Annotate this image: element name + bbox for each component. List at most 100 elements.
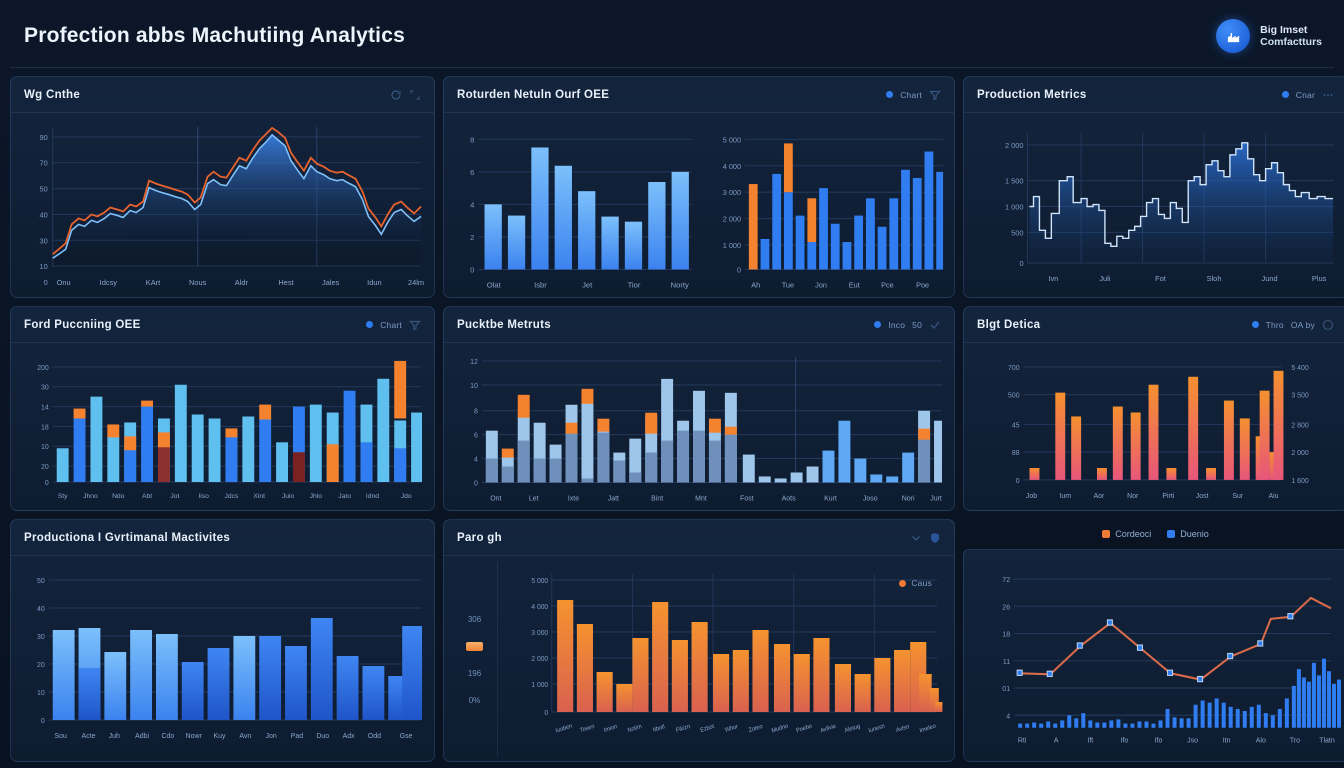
panel-purchase-metrics-title: Pucktbe Metruts bbox=[457, 318, 551, 331]
refresh-icon[interactable] bbox=[390, 89, 402, 101]
svg-text:Aiu: Aiu bbox=[1269, 493, 1279, 500]
panel-production-metrics-legend-label: Cnar bbox=[1295, 89, 1315, 100]
pareto-x-labels: Iuoben Tosen Imion Notim Itbotl Fikizn E… bbox=[555, 723, 937, 735]
svg-text:Jdcs: Jdcs bbox=[224, 493, 239, 500]
svg-text:Mudno: Mudno bbox=[771, 723, 790, 735]
svg-text:Tue: Tue bbox=[782, 281, 794, 290]
svg-text:14: 14 bbox=[41, 405, 49, 412]
svg-text:30: 30 bbox=[37, 634, 45, 641]
svg-text:Imion: Imion bbox=[603, 724, 618, 734]
panel-big-defects-body: 700 500 45 88 0 5 400 3 500 2 800 2 000 1 600 … bbox=[964, 343, 1344, 510]
svg-text:Ifo: Ifo bbox=[1121, 736, 1129, 744]
combo-legend-item-0[interactable]: Cordeoci bbox=[1102, 529, 1151, 539]
trend-chart[interactable]: 90 70 50 40 30 10 0 Onu Idcsy KArt Nous Aldr Hes… bbox=[19, 119, 426, 293]
pareto-legend-2: 0% bbox=[468, 695, 481, 705]
svg-text:Jdo: Jdo bbox=[401, 493, 412, 500]
panel-pareto-header: Paro gh bbox=[444, 520, 954, 556]
svg-text:Jund: Jund bbox=[1262, 274, 1278, 283]
combo-chart[interactable]: 72 26 18 11 01 4 Rti A Ift Ifo Ifo Jso Itn Alo Tro… bbox=[970, 556, 1341, 755]
svg-text:Jhlo: Jhlo bbox=[310, 493, 323, 500]
panel-production-metrics-header: Production Metrics Cnar bbox=[964, 77, 1344, 113]
svg-text:0: 0 bbox=[41, 718, 45, 725]
svg-text:6: 6 bbox=[470, 168, 474, 177]
panel-purchase-metrics: Pucktbe Metruts Inco 50 bbox=[443, 306, 955, 511]
panel-trend-header: Wg Cnthe bbox=[11, 77, 434, 113]
more-icon[interactable] bbox=[1322, 319, 1334, 331]
svg-text:20: 20 bbox=[41, 464, 49, 471]
svg-text:8: 8 bbox=[470, 135, 474, 144]
pareto-bars bbox=[557, 600, 943, 712]
svg-text:10: 10 bbox=[37, 690, 45, 697]
svg-text:45: 45 bbox=[1012, 422, 1020, 429]
trend-x-labels: Onu Idcsy KArt Nous Aldr Hest Jales Idun 24lm bbox=[57, 278, 424, 287]
production-metrics-chart[interactable]: 2 000 1 500 1 000 500 0 Ivn Juli Fot Sloh Jund… bbox=[972, 119, 1339, 293]
panel-purchase-metrics-legend-label: Inco bbox=[888, 319, 906, 330]
filter-icon[interactable] bbox=[929, 89, 941, 101]
svg-text:Aots: Aots bbox=[782, 495, 796, 502]
combo-legend-item-1[interactable]: Duenio bbox=[1167, 529, 1209, 539]
field-oee-chart[interactable]: 200 30 14 18 10 20 0 Sty Jhno Ndo Abt Jot Iiso J… bbox=[19, 349, 426, 508]
svg-text:4: 4 bbox=[470, 200, 475, 209]
brand-line-2: Comfactturs bbox=[1260, 36, 1322, 48]
brand-text: Big Imset Comfactturs bbox=[1260, 24, 1322, 49]
svg-text:26: 26 bbox=[1002, 603, 1010, 611]
svg-text:Pad: Pad bbox=[291, 733, 303, 740]
svg-text:Imeleo: Imeleo bbox=[919, 723, 937, 734]
svg-text:Itn: Itn bbox=[1223, 736, 1231, 744]
svg-text:Julo: Julo bbox=[282, 493, 295, 500]
panel-big-defects-legend-extra: OA by bbox=[1290, 319, 1315, 330]
oee-right-chart[interactable]: 5 000 4 000 3 000 2 000 1 000 0 Ah Tue Jon Eut… bbox=[702, 119, 946, 297]
svg-text:Jurt: Jurt bbox=[930, 495, 942, 502]
svg-text:200: 200 bbox=[37, 365, 49, 372]
svg-text:0: 0 bbox=[544, 709, 548, 717]
svg-text:Juli: Juli bbox=[1099, 274, 1110, 283]
filter-icon[interactable] bbox=[409, 319, 421, 331]
pareto-series-label: Caus bbox=[911, 578, 932, 588]
pareto-legend-1: 196 bbox=[467, 668, 482, 678]
svg-text:6: 6 bbox=[474, 433, 478, 440]
shield-icon[interactable] bbox=[929, 532, 941, 544]
svg-text:0: 0 bbox=[45, 480, 49, 487]
chevron-down-icon[interactable] bbox=[910, 532, 922, 544]
svg-text:5 400: 5 400 bbox=[1291, 365, 1309, 372]
svg-text:Nori: Nori bbox=[902, 495, 915, 502]
svg-text:1 500: 1 500 bbox=[1005, 177, 1024, 186]
panel-production-metrics: Production Metrics Cnar bbox=[963, 76, 1344, 298]
legend-dot-icon bbox=[1251, 321, 1259, 328]
svg-text:Xint: Xint bbox=[253, 493, 265, 500]
svg-text:Duo: Duo bbox=[316, 733, 329, 740]
pareto-chart[interactable]: 5 000 4 000 3 000 2 000 1 000 0 Iuoben Tosen… bbox=[498, 562, 946, 757]
svg-text:Hest: Hest bbox=[278, 278, 294, 287]
oee-left-chart[interactable]: 8 6 4 2 0 Olat Isbr Jet Tior Norty bbox=[452, 119, 696, 297]
more-icon[interactable] bbox=[1322, 89, 1334, 101]
panel-field-oee-title: Ford Puccniing OEE bbox=[24, 318, 141, 331]
combo-chart-frame: 72 26 18 11 01 4 Rti A Ift Ifo Ifo Jso Itn Alo Tro… bbox=[963, 549, 1344, 762]
field-oee-bars bbox=[56, 360, 423, 483]
svg-text:Nowr: Nowr bbox=[186, 733, 203, 740]
panel-oee-body: 8 6 4 2 0 Olat Isbr Jet Tior Norty bbox=[444, 113, 954, 297]
svg-text:Iuoben: Iuoben bbox=[555, 723, 573, 734]
purchase-metrics-chart[interactable]: 12 10 8 6 4 0 Ont Let Ixte Jatt Bint Mnt Fost Aot… bbox=[452, 349, 946, 508]
svg-text:Tosen: Tosen bbox=[579, 724, 595, 735]
departmental-chart[interactable]: 50 40 30 20 10 0 Sou Acte Juh Adbi Cdo Nowr Kuy A… bbox=[19, 562, 426, 757]
legend-swatch-orange-icon bbox=[1102, 530, 1111, 538]
svg-text:10: 10 bbox=[470, 383, 478, 390]
svg-text:Idcsy: Idcsy bbox=[100, 278, 118, 287]
expand-icon[interactable] bbox=[409, 89, 421, 101]
svg-text:0: 0 bbox=[474, 480, 478, 487]
production-metrics-area bbox=[1029, 142, 1334, 264]
brand-logo-group[interactable]: Big Imset Comfactturs bbox=[1216, 19, 1322, 53]
svg-text:Tior: Tior bbox=[628, 281, 641, 290]
brand-line-1: Big Imset bbox=[1260, 23, 1308, 36]
svg-text:500: 500 bbox=[1011, 228, 1023, 237]
panel-trend-title: Wg Cnthe bbox=[24, 88, 81, 101]
combo-legend: Cordeoci Duenio bbox=[963, 519, 1344, 549]
svg-text:8: 8 bbox=[474, 409, 478, 416]
legend-dot-icon bbox=[366, 321, 374, 328]
panel-oee-title: Roturden Netuln Ourf OEE bbox=[457, 88, 610, 101]
svg-text:30: 30 bbox=[40, 236, 48, 245]
svg-text:30: 30 bbox=[41, 385, 49, 392]
big-defects-bars bbox=[1029, 370, 1284, 480]
check-icon[interactable] bbox=[929, 319, 941, 331]
